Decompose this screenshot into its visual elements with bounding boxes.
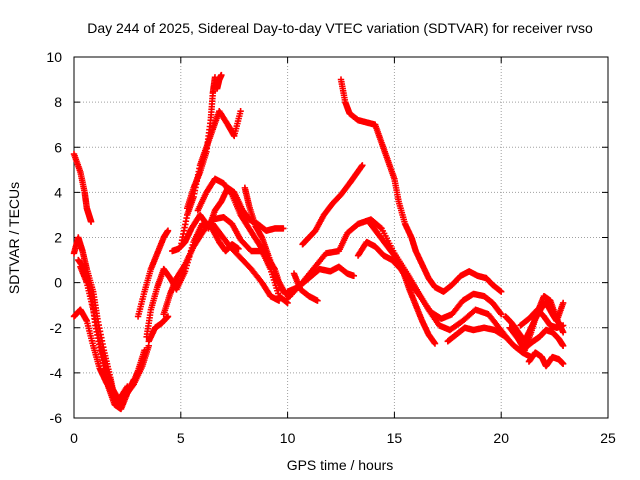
series-arc-w: [354, 238, 505, 322]
data-point: [237, 107, 244, 115]
data-point: [218, 71, 225, 79]
y-axis-label: SDTVAR / TECUs: [6, 182, 22, 294]
data-marks: [70, 71, 567, 413]
y-tick-label: 2: [54, 230, 62, 246]
x-tick-label: 10: [280, 430, 296, 446]
data-point: [164, 227, 172, 234]
series-arc-l: [184, 74, 219, 212]
y-tick-label: -2: [50, 320, 63, 336]
data-point: [498, 288, 505, 295]
data-point: [377, 224, 384, 231]
series-arc-p: [241, 184, 298, 298]
data-point: [559, 360, 567, 368]
x-tick-label: 20: [493, 430, 509, 446]
grid-lines: [74, 57, 608, 418]
y-tick-labels: -6 -4 -2 0 2 4 6 8 10: [46, 49, 62, 426]
data-point: [559, 342, 567, 349]
x-axis-label: GPS time / hours: [287, 457, 394, 473]
series-arc-ab: [525, 349, 567, 370]
data-point: [164, 313, 172, 320]
data-point: [280, 225, 287, 232]
data-point: [87, 218, 95, 225]
series-arc-u: [337, 76, 505, 295]
series-arc-m: [213, 71, 225, 92]
data-point: [350, 272, 358, 280]
x-tick-label: 0: [70, 430, 78, 446]
axis-ticks: [73, 56, 609, 419]
series-arc-e: [77, 263, 131, 404]
data-point: [359, 162, 366, 169]
y-tick-label: 4: [54, 184, 62, 200]
x-tick-label: 5: [177, 430, 185, 446]
data-point: [235, 245, 242, 252]
series-arc-a: [70, 150, 95, 225]
series-arc-r: [299, 162, 366, 248]
y-tick-label: -4: [50, 365, 63, 381]
y-tick-label: -6: [50, 410, 63, 426]
chart-title: Day 244 of 2025, Sidereal Day-to-day VTE…: [87, 20, 593, 36]
series-arc-q: [290, 270, 321, 304]
data-point: [559, 329, 567, 336]
y-tick-label: 0: [54, 275, 62, 291]
data-point: [559, 299, 567, 307]
x-tick-label: 25: [600, 430, 616, 446]
series-arc-h: [145, 313, 172, 345]
series-arc-t: [284, 216, 513, 345]
data-point: [497, 309, 504, 317]
data-point: [275, 297, 283, 304]
x-tick-labels: 0 5 10 15 20 25: [70, 430, 616, 446]
y-tick-label: 8: [54, 94, 62, 110]
x-tick-label: 15: [387, 430, 403, 446]
series-arc-aa: [521, 326, 567, 352]
data-point: [559, 322, 567, 329]
data-point: [431, 340, 439, 347]
series-arc-ac: [517, 306, 567, 331]
data-point: [124, 383, 131, 390]
data-point: [314, 297, 321, 304]
data-point: [498, 311, 505, 318]
y-tick-label: 6: [54, 139, 62, 155]
y-tick-label: 10: [46, 49, 62, 65]
series-arc-x: [444, 324, 535, 361]
series-arc-f: [134, 227, 172, 320]
